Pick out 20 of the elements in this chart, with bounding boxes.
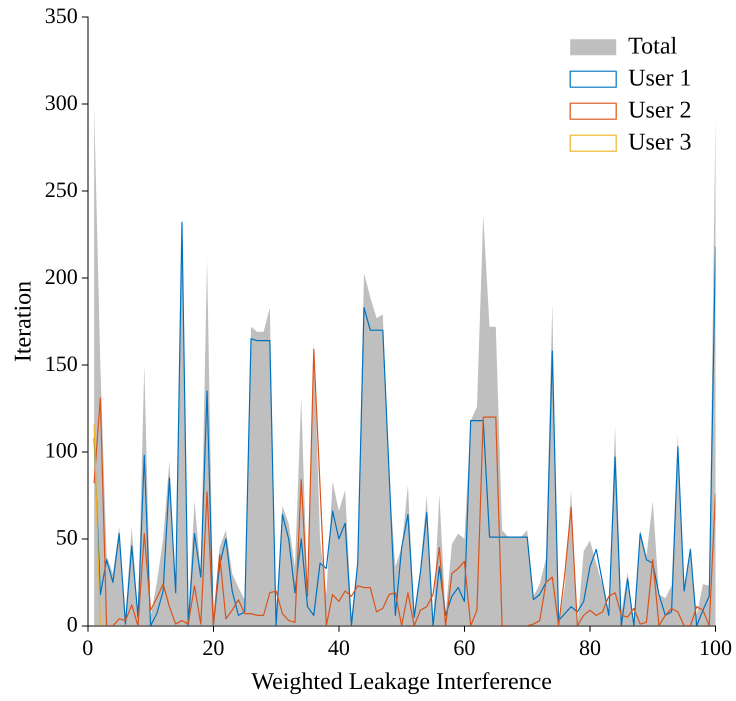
x-axis-title: Weighted Leakage Interference [251, 668, 552, 695]
y-tick-label: 0 [66, 612, 78, 637]
legend-label: User 3 [628, 129, 692, 156]
x-tick-label: 0 [82, 634, 94, 660]
legend-label: User 2 [628, 97, 692, 124]
x-tick-label: 80 [578, 634, 601, 660]
y-tick-label: 100 [44, 438, 78, 463]
x-tick-label: 40 [328, 634, 350, 660]
legend-label: Total [628, 33, 678, 60]
x-tick-label: 60 [453, 634, 476, 660]
y-tick-label: 250 [44, 176, 78, 202]
legend-label: User 1 [628, 65, 692, 92]
y-tick-label: 350 [44, 2, 78, 28]
y-tick-label: 150 [44, 350, 78, 376]
y-tick-label: 50 [56, 524, 78, 550]
x-tick-label: 100 [699, 634, 732, 660]
x-tick-label: 20 [202, 634, 224, 660]
y-axis-title: Iteration [10, 280, 37, 362]
y-tick-label: 300 [44, 90, 78, 115]
y-tick-label: 200 [44, 264, 78, 289]
